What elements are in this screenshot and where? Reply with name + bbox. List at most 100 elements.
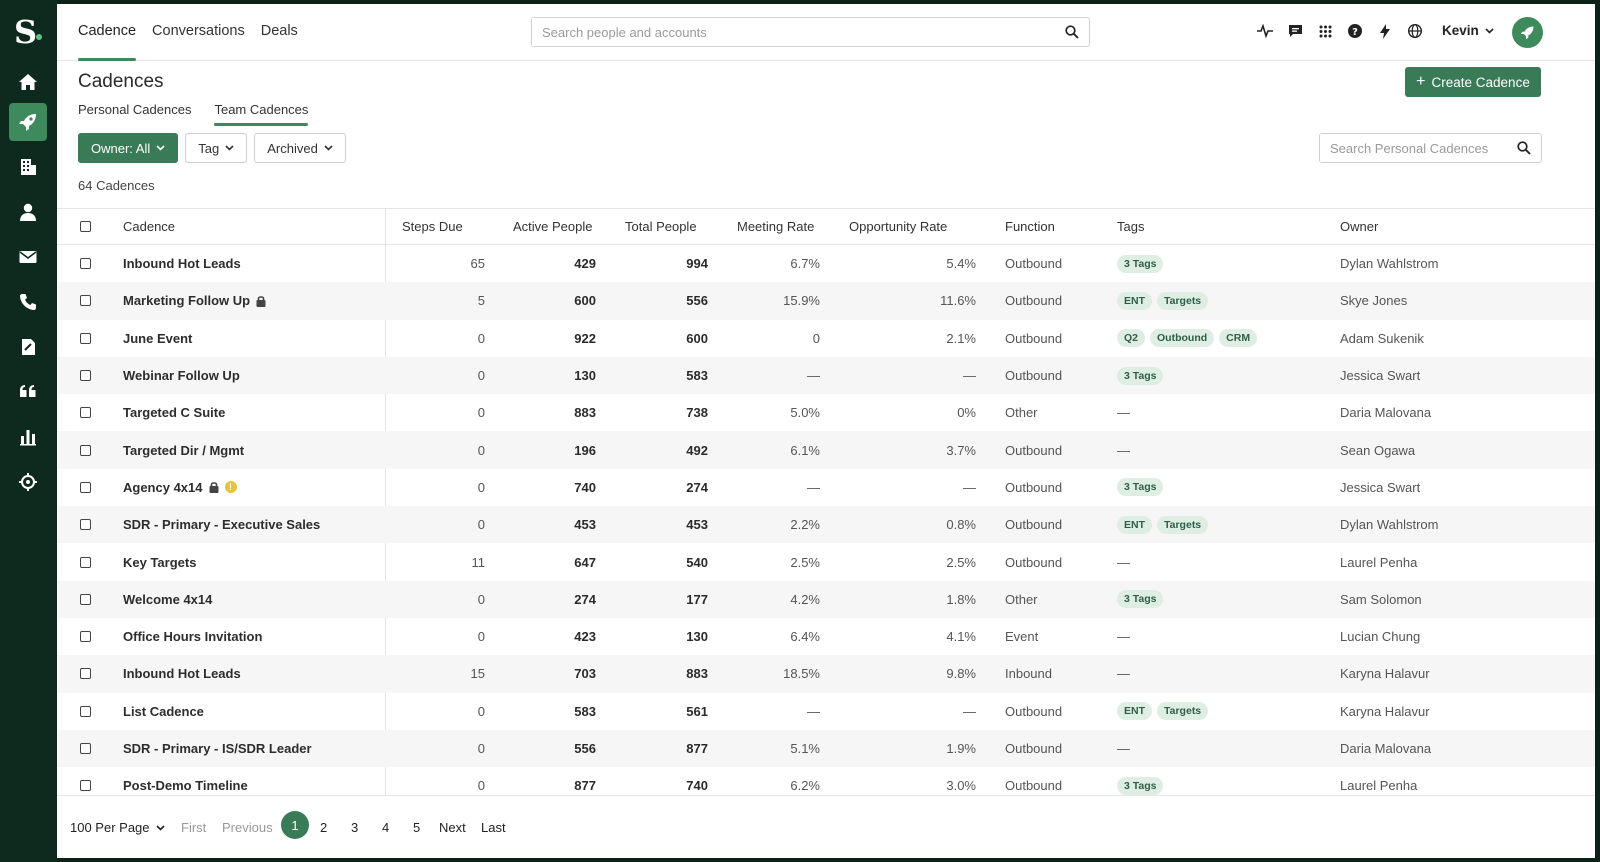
cadence-name-cell[interactable]: Marketing Follow Up <box>123 282 266 319</box>
row-checkbox[interactable] <box>80 370 91 382</box>
cadence-name-cell[interactable]: Welcome 4x14 <box>123 581 212 618</box>
cadence-name-cell[interactable]: Targeted C Suite <box>123 394 225 431</box>
cadence-name[interactable]: Targeted C Suite <box>123 405 226 421</box>
cadence-name[interactable]: List Cadence <box>123 703 204 719</box>
help-icon[interactable]: ? <box>1346 21 1364 41</box>
cadence-name[interactable]: Marketing Follow Up <box>123 293 251 309</box>
cadence-name[interactable]: Office Hours Invitation <box>123 629 263 645</box>
global-search-input[interactable] <box>532 18 1052 46</box>
chat-icon[interactable] <box>1286 21 1304 41</box>
row-checkbox[interactable] <box>80 556 91 568</box>
tab-team-cadences[interactable]: Team Cadences <box>214 102 308 126</box>
row-checkbox[interactable] <box>80 407 91 419</box>
table-row[interactable]: Inbound Hot Leads 65 429 994 6.7% 5.4% Outboun… <box>57 245 1595 282</box>
page-3-button[interactable]: 3 <box>351 820 359 835</box>
cadence-name[interactable]: Agency 4x14 <box>123 479 203 495</box>
tag-badge[interactable]: 3 Tags <box>1117 366 1164 385</box>
cadence-name-cell[interactable]: SDR - Primary - Executive Sales <box>123 506 320 543</box>
row-checkbox[interactable] <box>80 668 91 680</box>
cadence-name[interactable]: Inbound Hot Leads <box>123 666 241 682</box>
row-checkbox[interactable] <box>80 332 91 344</box>
row-checkbox[interactable] <box>80 295 91 307</box>
cadence-name-cell[interactable]: Inbound Hot Leads <box>123 655 241 692</box>
tag-badge[interactable]: Outbound <box>1150 329 1215 348</box>
cadence-name[interactable]: Inbound Hot Leads <box>123 256 241 272</box>
cadence-name-cell[interactable]: Office Hours Invitation <box>123 618 262 655</box>
cadence-name-cell[interactable]: Inbound Hot Leads <box>123 245 241 282</box>
cadence-name[interactable]: SDR - Primary - IS/SDR Leader <box>123 741 312 756</box>
sidebar-item-accounts[interactable] <box>9 148 47 186</box>
sidebar-item-home[interactable] <box>9 63 47 101</box>
row-checkbox[interactable] <box>80 519 91 531</box>
cadence-name-cell[interactable]: Post-Demo Timeline <box>123 767 248 804</box>
row-checkbox[interactable] <box>80 481 91 493</box>
row-checkbox[interactable] <box>80 444 91 456</box>
row-checkbox[interactable] <box>80 743 91 754</box>
table-row[interactable]: Post-Demo Timeline 0 877 740 6.2% 3.0% Outboun… <box>57 767 1595 804</box>
tab-deals[interactable]: Deals <box>260 23 298 39</box>
cadence-name-cell[interactable]: Webinar Follow Up <box>123 357 240 394</box>
cadence-name[interactable]: Welcome 4x14 <box>123 591 213 607</box>
table-row[interactable]: Office Hours Invitation 0 423 130 6.4% 4.1% Ev… <box>57 618 1595 655</box>
col-tags[interactable]: Tags <box>1117 219 1145 234</box>
tag-badge[interactable]: ENT <box>1117 515 1152 534</box>
owner-filter[interactable]: Owner: All <box>78 133 179 163</box>
search-icon[interactable] <box>1065 25 1079 39</box>
sidebar-item-cadence[interactable] <box>9 103 47 141</box>
table-row[interactable]: SDR - Primary - Executive Sales 0 453 453 2.… <box>57 506 1595 544</box>
table-row[interactable]: Marketing Follow Up 5 600 556 15.9% 11.6% Outb… <box>57 282 1595 320</box>
sidebar-item-email[interactable] <box>9 238 47 276</box>
table-row[interactable]: List Cadence 0 583 561 — — Outbound ENT Targets K… <box>57 693 1595 730</box>
cadence-name-cell[interactable]: Agency 4x14! <box>123 469 237 506</box>
table-row[interactable]: Agency 4x14! 0 740 274 — — Outbound 3 Tags Jessi… <box>57 469 1595 506</box>
user-menu[interactable]: Kevin <box>1442 23 1494 38</box>
row-checkbox[interactable] <box>80 593 91 605</box>
col-steps-due[interactable]: Steps Due <box>402 219 463 234</box>
tag-badge[interactable]: 3 Tags <box>1117 590 1164 609</box>
table-row[interactable]: Webinar Follow Up 0 130 583 — — Outbound 3 Tags… <box>57 356 1595 395</box>
activity-icon[interactable] <box>1256 21 1274 41</box>
first-page-link[interactable]: First <box>181 820 207 835</box>
cadence-name[interactable]: Post-Demo Timeline <box>123 778 248 794</box>
table-row[interactable]: Inbound Hot Leads 15 703 883 18.5% 9.8% Inboun… <box>57 655 1595 693</box>
row-checkbox[interactable] <box>80 705 91 717</box>
cadence-name[interactable]: Targeted Dir / Mgmt <box>123 442 245 458</box>
cadence-name-cell[interactable]: June Event <box>123 320 192 357</box>
apps-grid-icon[interactable] <box>1316 21 1334 41</box>
tag-badge[interactable]: 3 Tags <box>1117 478 1164 497</box>
sidebar-item-people[interactable] <box>9 193 47 231</box>
sidebar-item-analytics[interactable] <box>9 418 47 456</box>
table-row[interactable]: SDR - Primary - IS/SDR Leader 0 556 877 5.1%… <box>57 729 1595 768</box>
tag-badge[interactable]: 3 Tags <box>1117 254 1164 273</box>
next-page-link[interactable]: Next <box>439 820 466 835</box>
row-checkbox[interactable] <box>80 258 91 270</box>
table-row[interactable]: Targeted C Suite 0 883 738 5.0% 0% Other — Daria… <box>57 394 1595 431</box>
col-cadence[interactable]: Cadence <box>123 219 176 234</box>
cadence-name-cell[interactable]: SDR - Primary - IS/SDR Leader <box>123 730 312 767</box>
page-2-button[interactable]: 2 <box>320 820 328 835</box>
tag-badge[interactable]: Targets <box>1157 515 1209 534</box>
cadence-name-cell[interactable]: List Cadence <box>123 693 204 730</box>
tab-cadence[interactable]: Cadence <box>78 4 137 61</box>
sidebar-item-calls[interactable] <box>9 283 47 321</box>
per-page-select[interactable]: 100 Per Page <box>70 820 165 835</box>
select-all-checkbox[interactable] <box>80 221 91 232</box>
table-row[interactable]: June Event 0 922 600 0 2.1% Outbound Q2 Outbound… <box>57 320 1595 357</box>
tab-conversations[interactable]: Conversations <box>152 23 245 39</box>
cadence-name[interactable]: SDR - Primary - Executive Sales <box>123 517 321 533</box>
col-total-people[interactable]: Total People <box>625 219 697 234</box>
table-row[interactable]: Key Targets 11 647 540 2.5% 2.5% Outbound — Laur… <box>57 543 1595 580</box>
sidebar-item-templates[interactable] <box>9 328 47 366</box>
cadence-name[interactable]: Key Targets <box>123 554 197 570</box>
tag-filter[interactable]: Tag <box>185 133 248 163</box>
table-row[interactable]: Targeted Dir / Mgmt 0 196 492 6.1% 3.7% Outbou… <box>57 431 1595 469</box>
lightning-icon[interactable] <box>1376 21 1394 41</box>
row-checkbox[interactable] <box>80 631 91 643</box>
avatar[interactable] <box>1512 17 1543 48</box>
page-5-button[interactable]: 5 <box>413 820 421 835</box>
tag-badge[interactable]: Q2 <box>1117 329 1146 348</box>
tag-badge[interactable]: CRM <box>1219 329 1258 348</box>
tag-badge[interactable]: Targets <box>1157 291 1209 310</box>
col-active-people[interactable]: Active People <box>513 219 593 234</box>
page-4-button[interactable]: 4 <box>382 820 390 835</box>
